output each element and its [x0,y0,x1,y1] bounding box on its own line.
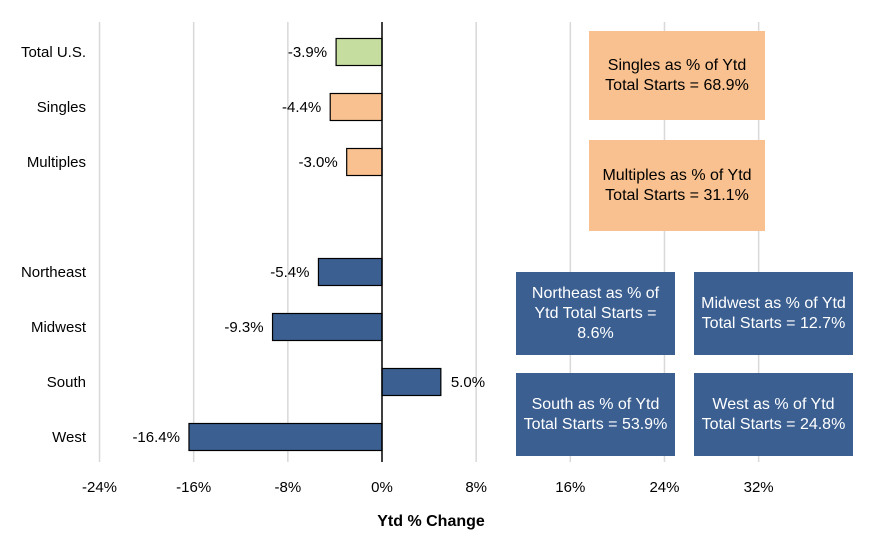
annotation-west: West as % of Ytd Total Starts = 24.8% [694,373,853,456]
x-tick-label: -16% [176,479,211,496]
category-label: Singles [37,99,86,116]
bar [317,257,383,287]
x-tick-label: -24% [82,479,117,496]
value-label: -3.0% [299,154,338,171]
x-tick-label: 8% [465,479,487,496]
value-label: -5.4% [270,264,309,281]
x-tick-label: -8% [274,479,301,496]
x-tick-label: 24% [649,479,679,496]
annotation-singles: Singles as % of Ytd Total Starts = 68.9% [589,31,765,120]
annotation-south: South as % of Ytd Total Starts = 53.9% [516,373,675,456]
annotation-multiples: Multiples as % of Ytd Total Starts = 31.… [589,140,765,231]
bar [188,422,383,452]
category-label: Total U.S. [21,44,86,61]
value-label: -16.4% [132,429,180,446]
annotation-midwest: Midwest as % of Ytd Total Starts = 12.7% [694,272,853,355]
bar [329,92,383,122]
value-label: -3.9% [288,44,327,61]
category-labels: Total U.S. Singles Multiples Northeast Midwe… [21,44,87,446]
category-label: South [47,374,86,391]
category-label: Midwest [31,319,87,336]
value-label: -9.3% [224,319,263,336]
annotation-northeast: Northeast as % of Ytd Total Starts = 8.6… [516,272,675,355]
bar [271,312,383,342]
category-label: Multiples [27,154,86,171]
x-tick-labels: -24% -16% -8% 0% 8% 16% 24% 32% [82,479,774,496]
bar [335,37,383,67]
bars [188,37,442,452]
bar [346,147,383,177]
value-labels: -3.9% -4.4% -3.0% -5.4% -9.3% 5.0% -16.4% [132,44,485,446]
x-tick-label: 32% [744,479,774,496]
category-label: West [52,429,87,446]
value-label: -4.4% [282,99,321,116]
x-tick-label: 16% [555,479,585,496]
value-label: 5.0% [451,374,485,391]
bar [381,367,442,397]
x-axis-title: Ytd % Change [377,513,485,530]
x-tick-label: 0% [371,479,393,496]
category-label: Northeast [21,264,87,281]
